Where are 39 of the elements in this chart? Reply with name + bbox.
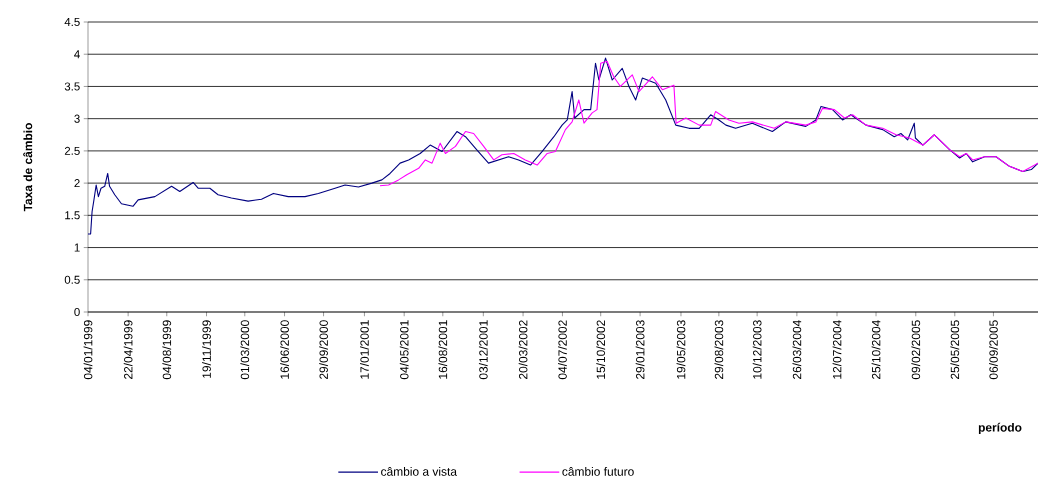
x-tick-label: 03/12/2001 <box>478 320 488 380</box>
x-tick-label: 15/10/2002 <box>596 320 606 379</box>
x-tick-label: 01/03/2000 <box>240 320 250 380</box>
x-tick-label: 20/03/2002 <box>518 320 528 380</box>
y-tick-label: 4.5 <box>64 18 80 26</box>
x-tick-label: 12/07/2004 <box>832 320 842 379</box>
x-tick-label: 04/07/2002 <box>558 320 567 380</box>
x-tick-label: 16/06/2000 <box>280 320 289 379</box>
x-tick-label: 25/10/2004 <box>871 320 881 380</box>
x-tick-label: 29/09/2000 <box>319 320 328 380</box>
x-tick-label: 22/04/1999 <box>123 320 133 380</box>
x-tick-label: 29/08/2003 <box>714 320 724 380</box>
y-tick-label: 3 <box>74 114 80 123</box>
x-tick-label: 04/05/2001 <box>399 320 409 380</box>
x-tick-label: 26/03/2004 <box>792 320 802 380</box>
x-tick-label: 06/09/2005 <box>989 320 998 380</box>
line-series <box>379 60 1039 187</box>
x-tick-label: 19/05/2003 <box>676 320 686 379</box>
legend-label: câmbio futuro <box>562 466 634 476</box>
y-tick-label: 2.5 <box>64 146 80 155</box>
y-tick-label: 1.5 <box>65 211 80 220</box>
x-tick-label: 16/08/2001 <box>438 320 448 379</box>
x-tick-label: 25/05/2005 <box>950 320 960 380</box>
x-tick-label: 04/08/1999 <box>162 320 172 380</box>
y-tick-label: 2 <box>74 179 80 188</box>
y-tick-label: 0 <box>74 307 80 317</box>
y-axis-title: Taxa de câmbio <box>23 123 33 212</box>
x-tick-label: 09/02/2005 <box>911 320 921 380</box>
y-tick-label: 0.5 <box>64 275 80 284</box>
y-tick-label: 1 <box>74 243 80 252</box>
legend-label: câmbio a vista <box>381 466 457 476</box>
x-tick-label: 04/01/1999 <box>83 320 93 380</box>
y-tick-label: 3.5 <box>64 82 80 91</box>
x-tick-label: 29/01/2003 <box>635 320 645 380</box>
x-tick-label: 10/12/2003 <box>752 320 762 379</box>
x-tick-label: 19/11/1999 <box>202 320 211 378</box>
y-tick-label: 4 <box>74 50 80 59</box>
x-axis-title: período <box>978 422 1022 435</box>
x-tick-label: 17/01/2001 <box>360 320 369 379</box>
